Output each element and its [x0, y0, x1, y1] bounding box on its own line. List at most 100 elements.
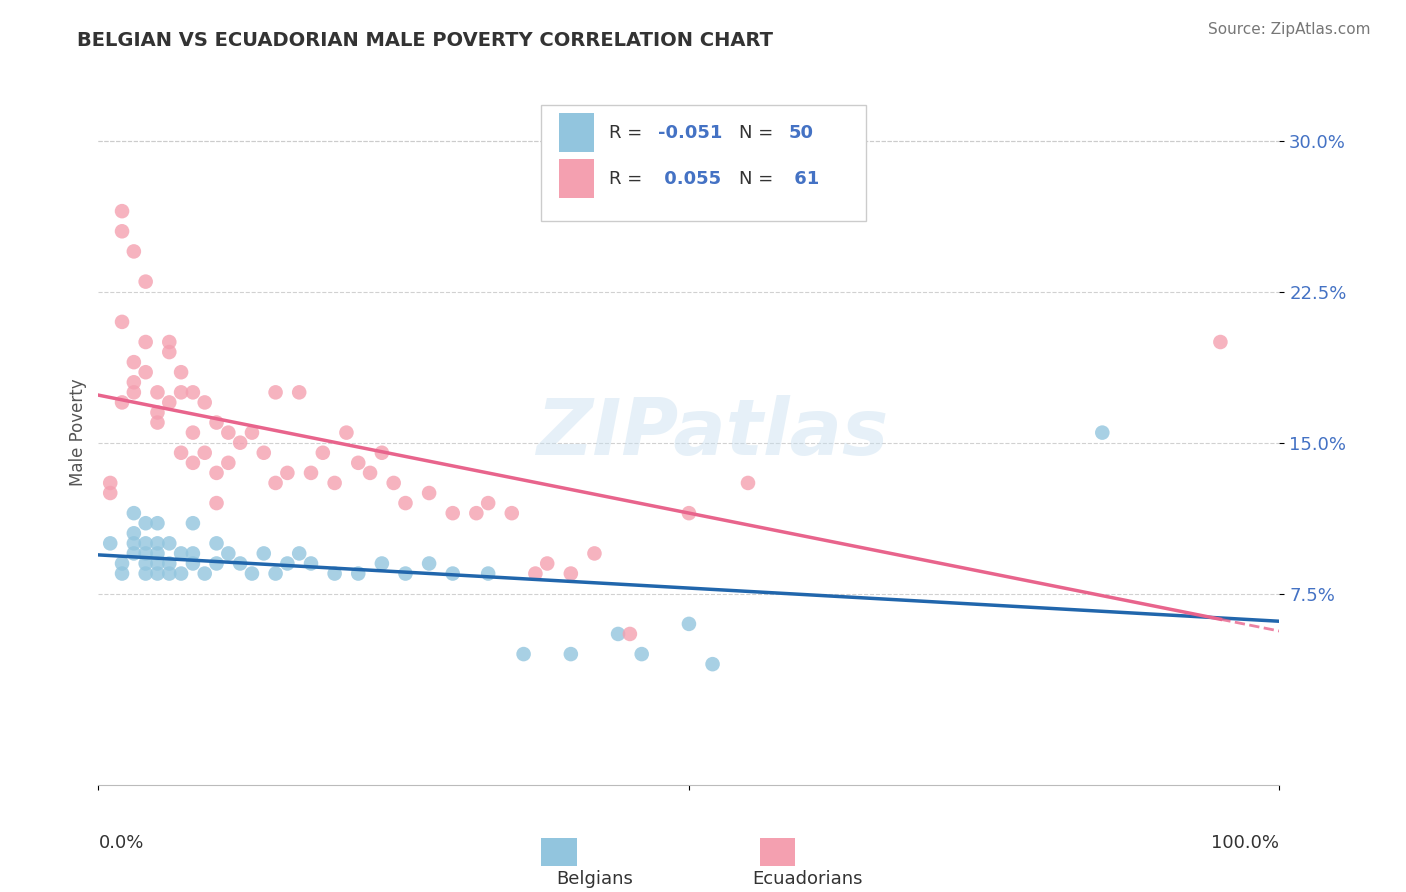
Point — [146, 416, 169, 430]
Point — [240, 566, 263, 581]
Point — [418, 557, 440, 571]
Point — [678, 616, 700, 631]
Point — [347, 456, 370, 470]
Point — [205, 536, 228, 550]
Point — [205, 557, 228, 571]
Point — [194, 446, 217, 460]
Point — [477, 496, 499, 510]
Point — [323, 566, 346, 581]
Point — [205, 416, 228, 430]
Point — [229, 557, 252, 571]
Point — [536, 557, 558, 571]
Point — [146, 536, 169, 550]
Point — [170, 385, 193, 400]
Point — [111, 395, 134, 409]
Point — [135, 334, 157, 349]
Point — [181, 385, 204, 400]
Point — [264, 385, 287, 400]
Point — [111, 315, 134, 329]
Point — [122, 244, 145, 259]
Point — [371, 446, 394, 460]
Point — [111, 566, 134, 581]
Point — [194, 395, 217, 409]
Point — [465, 506, 488, 520]
Point — [181, 425, 204, 440]
FancyBboxPatch shape — [560, 160, 595, 198]
Y-axis label: Male Poverty: Male Poverty — [69, 379, 87, 486]
Text: N =: N = — [738, 124, 779, 142]
Point — [111, 204, 134, 219]
Text: -0.051: -0.051 — [658, 124, 723, 142]
Point — [299, 557, 322, 571]
Point — [276, 557, 298, 571]
FancyBboxPatch shape — [541, 838, 576, 866]
Point — [737, 475, 759, 490]
Point — [135, 546, 157, 560]
Point — [702, 657, 724, 672]
Point — [98, 536, 121, 550]
Point — [157, 345, 180, 359]
Point — [288, 385, 311, 400]
Text: 0.0%: 0.0% — [98, 834, 143, 852]
Point — [181, 557, 204, 571]
Point — [135, 275, 157, 289]
Point — [264, 566, 287, 581]
Point — [205, 466, 228, 480]
Point — [217, 546, 239, 560]
Point — [323, 475, 346, 490]
Point — [157, 536, 180, 550]
Point — [135, 365, 157, 379]
Point — [98, 475, 121, 490]
Point — [217, 456, 239, 470]
Point — [205, 496, 228, 510]
Point — [501, 506, 523, 520]
Point — [335, 425, 357, 440]
Point — [135, 536, 157, 550]
Point — [170, 446, 193, 460]
Point — [157, 557, 180, 571]
Point — [146, 546, 169, 560]
Point — [146, 385, 169, 400]
Point — [560, 647, 582, 661]
Point — [264, 475, 287, 490]
Text: R =: R = — [609, 124, 648, 142]
Point — [560, 566, 582, 581]
Point — [181, 516, 204, 531]
Point — [371, 557, 394, 571]
Point — [512, 647, 534, 661]
Text: Source: ZipAtlas.com: Source: ZipAtlas.com — [1208, 22, 1371, 37]
Point — [170, 566, 193, 581]
FancyBboxPatch shape — [759, 838, 796, 866]
Point — [122, 546, 145, 560]
FancyBboxPatch shape — [541, 105, 866, 221]
Text: 61: 61 — [789, 169, 820, 187]
Point — [111, 557, 134, 571]
Point — [135, 557, 157, 571]
Point — [181, 456, 204, 470]
Point — [312, 446, 335, 460]
Point — [146, 405, 169, 419]
Text: ZIPatlas: ZIPatlas — [537, 394, 889, 471]
Text: BELGIAN VS ECUADORIAN MALE POVERTY CORRELATION CHART: BELGIAN VS ECUADORIAN MALE POVERTY CORRE… — [77, 31, 773, 50]
Point — [359, 466, 381, 480]
Point — [122, 526, 145, 541]
Point — [170, 365, 193, 379]
Text: R =: R = — [609, 169, 648, 187]
Point — [146, 557, 169, 571]
Point — [146, 516, 169, 531]
Point — [678, 506, 700, 520]
Point — [122, 506, 145, 520]
Point — [253, 446, 276, 460]
Text: Ecuadorians: Ecuadorians — [752, 870, 862, 888]
Point — [98, 486, 121, 500]
Text: 50: 50 — [789, 124, 813, 142]
Point — [157, 334, 180, 349]
Point — [146, 566, 169, 581]
Point — [583, 546, 606, 560]
Point — [253, 546, 276, 560]
Point — [240, 425, 263, 440]
Text: 100.0%: 100.0% — [1212, 834, 1279, 852]
Point — [347, 566, 370, 581]
Point — [122, 536, 145, 550]
Point — [217, 425, 239, 440]
